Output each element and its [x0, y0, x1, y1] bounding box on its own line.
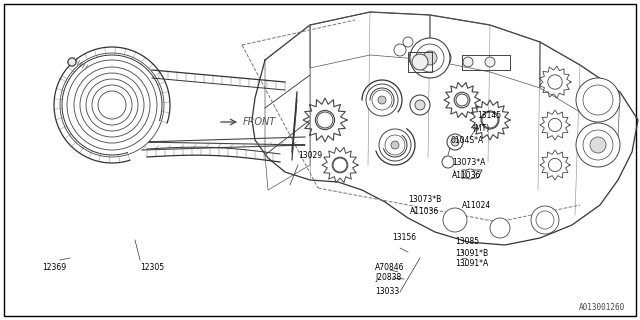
- Circle shape: [394, 44, 406, 56]
- Text: 0104S*A: 0104S*A: [450, 135, 483, 145]
- Circle shape: [454, 92, 470, 108]
- Circle shape: [415, 100, 425, 110]
- Circle shape: [465, 169, 475, 179]
- Text: A11036: A11036: [410, 207, 440, 217]
- Text: 13085: 13085: [455, 237, 479, 246]
- Circle shape: [443, 208, 467, 232]
- Text: A11024: A11024: [462, 201, 492, 210]
- Circle shape: [447, 134, 463, 150]
- Text: A70846: A70846: [375, 263, 404, 273]
- Circle shape: [68, 58, 76, 66]
- Circle shape: [403, 37, 413, 47]
- Circle shape: [410, 38, 450, 78]
- Circle shape: [379, 129, 411, 161]
- Circle shape: [548, 158, 562, 172]
- Circle shape: [410, 95, 430, 115]
- Circle shape: [590, 137, 606, 153]
- Text: 12305: 12305: [140, 263, 164, 273]
- Circle shape: [68, 58, 76, 66]
- Circle shape: [583, 85, 613, 115]
- Text: J20838: J20838: [375, 274, 401, 283]
- Circle shape: [482, 112, 498, 128]
- Circle shape: [412, 54, 428, 70]
- Text: 12369: 12369: [42, 263, 66, 273]
- Circle shape: [463, 57, 473, 67]
- Ellipse shape: [409, 44, 451, 72]
- Text: 13073*B: 13073*B: [408, 196, 441, 204]
- Text: (MT): (MT): [472, 124, 489, 132]
- Text: 13033: 13033: [375, 287, 399, 297]
- Circle shape: [316, 110, 335, 130]
- Circle shape: [332, 157, 348, 173]
- Circle shape: [576, 78, 620, 122]
- Text: 13156: 13156: [392, 234, 416, 243]
- Circle shape: [481, 111, 499, 129]
- Circle shape: [385, 135, 405, 155]
- Circle shape: [378, 96, 386, 104]
- Text: 13091*B: 13091*B: [455, 249, 488, 258]
- Circle shape: [317, 112, 333, 128]
- Circle shape: [372, 90, 392, 110]
- Circle shape: [60, 53, 164, 157]
- Circle shape: [490, 218, 510, 238]
- Circle shape: [583, 130, 613, 160]
- Circle shape: [423, 51, 437, 65]
- Circle shape: [451, 138, 459, 146]
- Circle shape: [442, 156, 454, 168]
- Text: 13145: 13145: [477, 110, 501, 119]
- Circle shape: [485, 57, 495, 67]
- Text: A11036: A11036: [452, 171, 481, 180]
- Circle shape: [548, 118, 562, 132]
- Circle shape: [456, 94, 468, 106]
- Text: 13029: 13029: [298, 150, 322, 159]
- Circle shape: [416, 44, 444, 72]
- Text: 13073*A: 13073*A: [452, 157, 485, 166]
- Circle shape: [536, 211, 554, 229]
- Circle shape: [333, 158, 347, 172]
- Circle shape: [391, 141, 399, 149]
- Circle shape: [576, 123, 620, 167]
- Text: 13091*A: 13091*A: [455, 260, 488, 268]
- Text: A013001260: A013001260: [579, 303, 625, 312]
- Circle shape: [531, 206, 559, 234]
- Circle shape: [548, 75, 562, 89]
- Circle shape: [366, 84, 398, 116]
- Text: FRONT: FRONT: [243, 117, 276, 127]
